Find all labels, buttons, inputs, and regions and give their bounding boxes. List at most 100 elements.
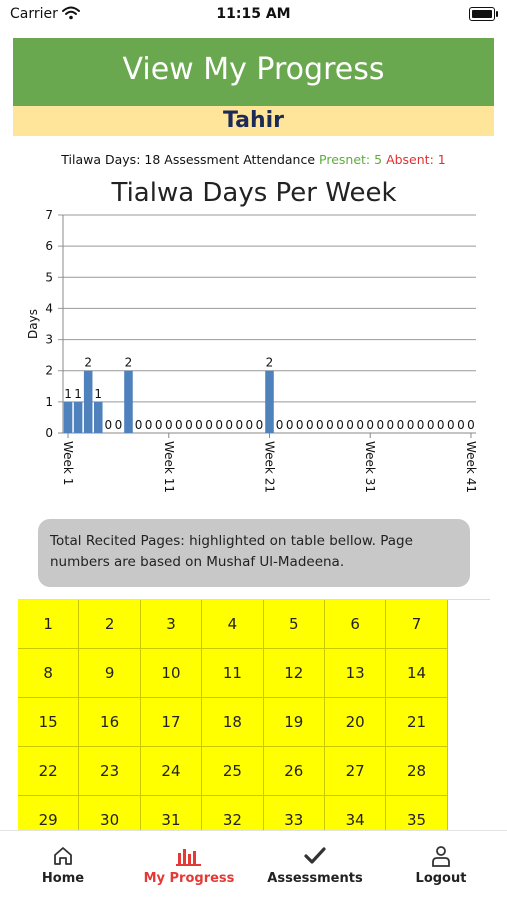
- page-cell: 32: [202, 796, 264, 830]
- y-tick-label: 1: [45, 395, 53, 409]
- data-label: 0: [175, 418, 183, 432]
- page-cell: 17: [140, 698, 203, 747]
- tab-home[interactable]: Home: [0, 831, 126, 901]
- data-label: 0: [457, 418, 465, 432]
- data-label: 0: [225, 418, 233, 432]
- page-cell: 21: [386, 698, 448, 747]
- page-cell: 12: [263, 649, 325, 698]
- y-tick-label: 4: [45, 301, 53, 315]
- y-axis-ticks: 0 1 2 3 4 5 6 7: [45, 208, 53, 440]
- page-cell: 8: [18, 649, 80, 698]
- bar-chart-icon: [175, 845, 203, 871]
- data-label: 0: [246, 418, 254, 432]
- y-tick-label: 5: [45, 270, 53, 284]
- page-cell: 20: [324, 698, 387, 747]
- page-cell: 7: [386, 600, 448, 649]
- data-label: 0: [115, 418, 123, 432]
- bar: [124, 370, 133, 433]
- x-tick-label: Week 31: [363, 441, 377, 493]
- clock: 11:15 AM: [216, 6, 291, 22]
- chart-title: Tialwa Days Per Week: [110, 178, 396, 208]
- stats-line: Tilawa Days: 18 Assessment Attendance Pr…: [0, 152, 507, 167]
- wifi-icon: [62, 5, 80, 24]
- student-name: Tahir: [222, 108, 285, 133]
- page-cell: 34: [324, 796, 387, 830]
- data-label: 0: [195, 418, 203, 432]
- data-label: 0: [235, 418, 243, 432]
- page-cell: 26: [263, 747, 325, 796]
- data-label: 0: [467, 418, 475, 432]
- page-cell: 18: [202, 698, 264, 747]
- page-cell: 24: [140, 747, 203, 796]
- data-label: 0: [437, 418, 445, 432]
- data-label: 0: [205, 418, 213, 432]
- x-tick-label: Week 1: [61, 441, 75, 485]
- check-icon: [303, 845, 327, 871]
- tab-logout-label: Logout: [415, 871, 467, 886]
- page-cell: 27: [324, 747, 387, 796]
- pages-grid: 1 2 3 4 5 6 7 8 9 10 11 12 13 14 15 16 17 18 19 20 21 22 23 24 2…: [18, 600, 448, 830]
- bar: [93, 401, 103, 433]
- data-label: 0: [356, 418, 364, 432]
- page-cell: 29: [18, 796, 80, 830]
- page-cell: 33: [263, 796, 325, 830]
- data-label: 0: [105, 418, 113, 432]
- pages-table: 1 2 3 4 5 6 7 8 9 10 11 12 13 14 15 16 17 18 19 20 21 22 23 24 2…: [18, 600, 448, 830]
- data-label: 1: [64, 387, 72, 401]
- battery-icon: [469, 7, 498, 21]
- page-cell: 19: [263, 698, 325, 747]
- x-tick-label: Week 41: [464, 441, 478, 493]
- tilawa-days-stat: Tilawa Days: 18: [61, 152, 161, 167]
- assessment-attendance-label: Assessment Attendance: [164, 152, 316, 167]
- data-label: 0: [296, 418, 304, 432]
- data-label: 2: [266, 356, 274, 370]
- page-cell: 23: [79, 747, 141, 796]
- student-name-bar: Tahir: [13, 106, 494, 136]
- data-label: 0: [336, 418, 344, 432]
- tab-assessments[interactable]: Assessments: [252, 831, 378, 901]
- tab-home-label: Home: [41, 871, 85, 886]
- x-tick-label: Week 11: [162, 441, 176, 493]
- data-label: 0: [286, 418, 294, 432]
- data-label: 1: [94, 387, 102, 401]
- tab-bar: Home My Progress Assessments: [0, 830, 507, 901]
- data-label: 0: [366, 418, 374, 432]
- y-tick-label: 2: [45, 364, 53, 378]
- data-label: 0: [407, 418, 415, 432]
- present-count: Presnet: 5: [319, 152, 383, 167]
- data-label: 0: [165, 418, 173, 432]
- page-cell: 10: [140, 649, 203, 698]
- data-label: 0: [276, 418, 284, 432]
- page-cell: 3: [140, 600, 203, 649]
- home-icon: [52, 845, 74, 871]
- page-cell: 22: [18, 747, 80, 796]
- person-icon: [430, 845, 452, 871]
- page-cell: 11: [202, 649, 264, 698]
- page-cell: 5: [263, 600, 325, 649]
- data-label: 0: [326, 418, 334, 432]
- page-cell: 16: [79, 698, 141, 747]
- page-cell: 2: [79, 600, 141, 649]
- tab-my-progress[interactable]: My Progress: [126, 831, 252, 901]
- note-text: Total Recited Pages: highlighted on tabl…: [50, 533, 413, 570]
- data-label: 0: [256, 418, 264, 432]
- page-header: View My Progress: [13, 38, 494, 106]
- page-cell: 9: [79, 649, 141, 698]
- data-label: 2: [125, 356, 133, 370]
- page-cell: 25: [202, 747, 264, 796]
- bar: [83, 370, 93, 433]
- page-cell: 4: [202, 600, 264, 649]
- page-title: View My Progress: [122, 52, 385, 87]
- page-cell: 31: [140, 796, 203, 830]
- page-cell: 13: [324, 649, 387, 698]
- page-cell: 6: [324, 600, 387, 649]
- page-cell: 14: [386, 649, 448, 698]
- absent-count: Absent: 1: [386, 152, 446, 167]
- tab-logout[interactable]: Logout: [378, 831, 504, 901]
- data-label: 0: [397, 418, 405, 432]
- tab-my-progress-label: My Progress: [143, 871, 235, 886]
- data-label: 0: [215, 418, 223, 432]
- bar: [73, 401, 83, 433]
